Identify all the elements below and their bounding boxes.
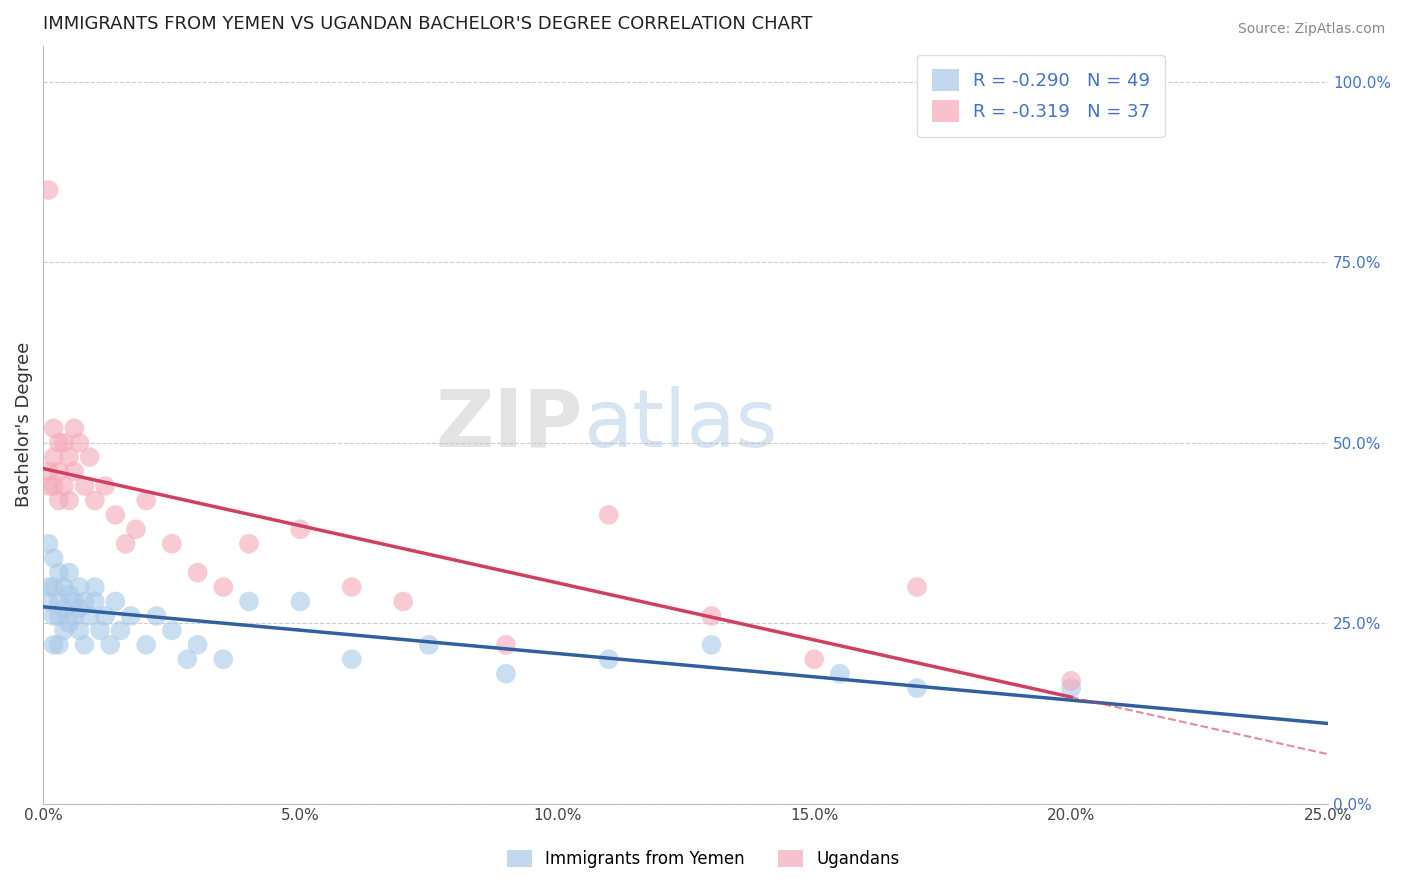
Point: [392, 594, 415, 608]
Point: [290, 522, 312, 536]
Point: [176, 652, 198, 666]
Point: [1060, 673, 1083, 688]
Point: [212, 580, 235, 594]
Point: [63, 421, 86, 435]
Point: [58, 493, 80, 508]
Point: [73, 479, 96, 493]
Point: [42, 450, 65, 464]
Point: [94, 479, 117, 493]
Text: atlas: atlas: [583, 385, 778, 464]
Point: [38, 580, 60, 594]
Point: [83, 594, 105, 608]
Point: [67, 435, 90, 450]
Point: [67, 580, 90, 594]
Point: [63, 594, 86, 608]
Legend: Immigrants from Yemen, Ugandans: Immigrants from Yemen, Ugandans: [501, 843, 905, 875]
Point: [700, 609, 723, 624]
Y-axis label: Bachelor's Degree: Bachelor's Degree: [15, 342, 32, 508]
Point: [52, 580, 75, 594]
Point: [98, 638, 121, 652]
Point: [187, 566, 209, 580]
Point: [48, 493, 70, 508]
Point: [58, 587, 80, 601]
Point: [104, 594, 127, 608]
Point: [104, 508, 127, 522]
Point: [495, 638, 517, 652]
Point: [42, 638, 65, 652]
Point: [125, 522, 148, 536]
Point: [67, 624, 90, 638]
Point: [160, 537, 183, 551]
Point: [63, 465, 86, 479]
Point: [58, 616, 80, 631]
Point: [83, 493, 105, 508]
Point: [598, 508, 620, 522]
Point: [58, 450, 80, 464]
Point: [135, 638, 157, 652]
Point: [38, 594, 60, 608]
Legend: R = -0.290   N = 49, R = -0.319   N = 37: R = -0.290 N = 49, R = -0.319 N = 37: [917, 54, 1166, 136]
Point: [290, 594, 312, 608]
Point: [238, 537, 260, 551]
Point: [48, 594, 70, 608]
Point: [48, 465, 70, 479]
Point: [160, 624, 183, 638]
Text: IMMIGRANTS FROM YEMEN VS UGANDAN BACHELOR'S DEGREE CORRELATION CHART: IMMIGRANTS FROM YEMEN VS UGANDAN BACHELO…: [44, 15, 813, 33]
Point: [42, 551, 65, 566]
Point: [52, 479, 75, 493]
Point: [110, 624, 132, 638]
Point: [52, 624, 75, 638]
Point: [340, 580, 363, 594]
Point: [67, 601, 90, 615]
Point: [905, 580, 928, 594]
Point: [42, 479, 65, 493]
Point: [48, 435, 70, 450]
Point: [187, 638, 209, 652]
Point: [94, 609, 117, 624]
Point: [42, 580, 65, 594]
Point: [48, 638, 70, 652]
Point: [145, 609, 167, 624]
Point: [1060, 681, 1083, 695]
Text: ZIP: ZIP: [436, 385, 583, 464]
Point: [52, 435, 75, 450]
Point: [48, 566, 70, 580]
Point: [905, 681, 928, 695]
Point: [89, 624, 111, 638]
Point: [83, 580, 105, 594]
Point: [238, 594, 260, 608]
Point: [73, 594, 96, 608]
Point: [52, 601, 75, 615]
Point: [73, 638, 96, 652]
Point: [135, 493, 157, 508]
Point: [803, 652, 825, 666]
Point: [828, 666, 851, 681]
Point: [38, 479, 60, 493]
Point: [48, 609, 70, 624]
Point: [418, 638, 440, 652]
Point: [495, 666, 517, 681]
Point: [598, 652, 620, 666]
Point: [79, 450, 101, 464]
Point: [38, 465, 60, 479]
Text: Source: ZipAtlas.com: Source: ZipAtlas.com: [1237, 22, 1385, 37]
Point: [38, 537, 60, 551]
Point: [120, 609, 142, 624]
Point: [212, 652, 235, 666]
Point: [114, 537, 136, 551]
Point: [42, 421, 65, 435]
Point: [340, 652, 363, 666]
Point: [38, 183, 60, 197]
Point: [58, 566, 80, 580]
Point: [42, 609, 65, 624]
Point: [700, 638, 723, 652]
Point: [79, 609, 101, 624]
Point: [63, 609, 86, 624]
